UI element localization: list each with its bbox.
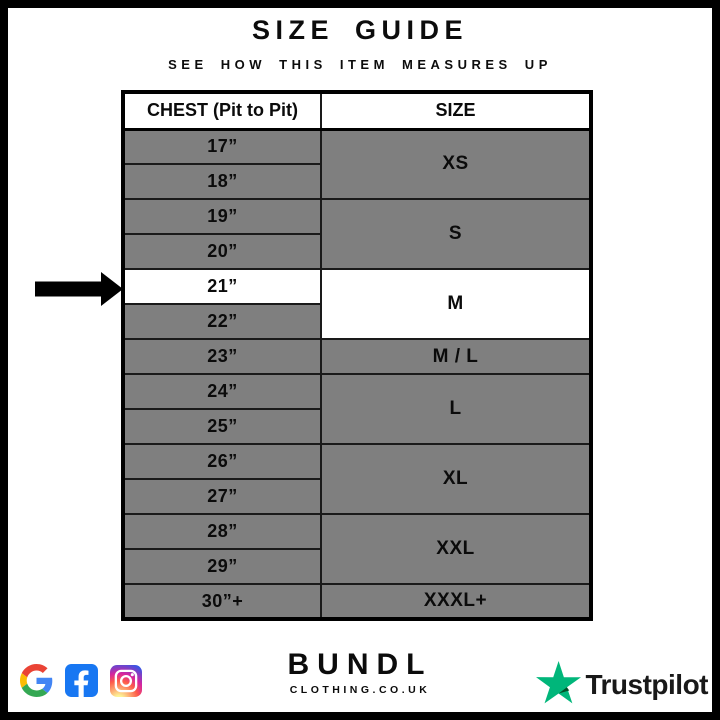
table-header-row: CHEST (Pit to Pit) SIZE (122, 91, 592, 131)
chest-cell: 25” (122, 408, 322, 445)
size-cell: S (320, 198, 592, 270)
brand-logo: BUNDL CLOTHING.CO.UK (8, 648, 712, 696)
page-subtitle: SEE HOW THIS ITEM MEASURES UP (168, 57, 552, 72)
instagram-icon[interactable] (110, 664, 142, 697)
size-cell: M / L (320, 338, 592, 375)
size-cell: L (320, 373, 592, 445)
page-title: SIZE GUIDE (251, 15, 469, 45)
size-cell: XS (320, 128, 592, 200)
table-row: 23” M / L (122, 338, 592, 375)
trustpilot-label: Trustpilot (585, 669, 708, 700)
table-row: 22” (122, 303, 591, 340)
facebook-icon[interactable] (65, 664, 98, 697)
brand-tagline: CLOTHING.CO.UK (289, 684, 431, 696)
chest-cell: 28” (122, 513, 322, 550)
size-table: CHEST (Pit to Pit) SIZE 17” XS 18” 19” S 20” 2… (121, 90, 593, 621)
size-cell: XL (320, 443, 592, 515)
table-row: 24” L (122, 373, 592, 445)
size-cell: M (320, 268, 592, 340)
column-header-chest: CHEST (Pit to Pit) (122, 91, 322, 131)
table-row: 27” (122, 478, 591, 515)
chest-cell: 17” (122, 128, 322, 165)
table-row: 29” (122, 548, 591, 585)
size-cell: XXL (320, 513, 592, 585)
chest-cell: 23” (122, 338, 322, 375)
trustpilot-logo[interactable]: Trustpilot (536, 661, 708, 709)
table-row: 30”+ XXXL+ (122, 583, 592, 620)
google-icon[interactable] (20, 664, 53, 697)
brand-name: BUNDL (287, 648, 433, 681)
table-row: 21” M (122, 268, 592, 340)
chest-cell: 27” (122, 478, 322, 515)
table-row: 20” (122, 233, 591, 270)
chest-cell: 18” (122, 163, 322, 200)
table-row: 17” XS (122, 128, 592, 200)
size-table-body: 17” XS 18” 19” S 20” 21” M 22” 23” M / L 24” L 25” 26”… (122, 128, 592, 620)
size-cell: XXXL+ (320, 583, 592, 620)
chest-cell: 22” (122, 303, 322, 340)
table-row: 28” XXL (122, 513, 592, 585)
table-row: 25” (122, 408, 591, 445)
column-header-size: SIZE (320, 91, 592, 131)
chest-cell: 20” (122, 233, 322, 270)
chest-cell: 26” (122, 443, 322, 480)
trustpilot-star-icon (536, 661, 582, 709)
social-icons (20, 664, 142, 697)
chest-cell: 21” (122, 268, 322, 305)
row-indicator-arrow (35, 272, 123, 306)
table-row: 26” XL (122, 443, 592, 515)
chest-cell: 24” (122, 373, 322, 410)
chest-cell: 30”+ (122, 583, 322, 620)
table-row: 19” S (122, 198, 592, 270)
table-row: 18” (122, 163, 591, 200)
chest-cell: 19” (122, 198, 322, 235)
chest-cell: 29” (122, 548, 322, 585)
